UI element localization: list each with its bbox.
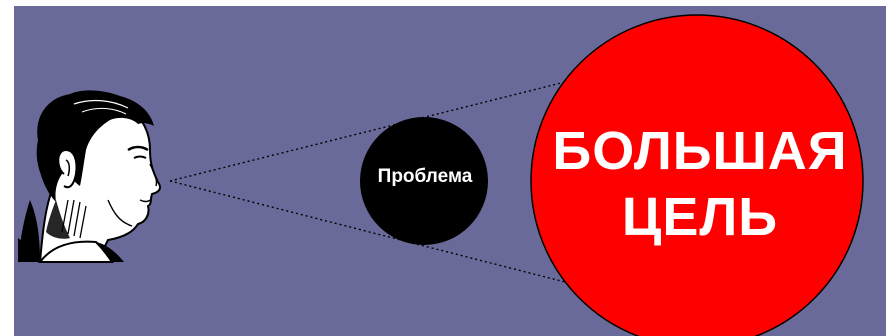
problem-circle: [360, 117, 488, 245]
person-head-profile-icon: [18, 90, 161, 263]
big-goal-label-line1: БОЛЬШАЯ: [552, 121, 848, 181]
big-goal-label-line2: ЦЕЛЬ: [621, 187, 779, 247]
big-goal-label: БОЛЬШАЯ ЦЕЛЬ: [530, 118, 870, 250]
big-goal-circle: [530, 14, 864, 336]
problem-label: Проблема: [377, 166, 473, 187]
